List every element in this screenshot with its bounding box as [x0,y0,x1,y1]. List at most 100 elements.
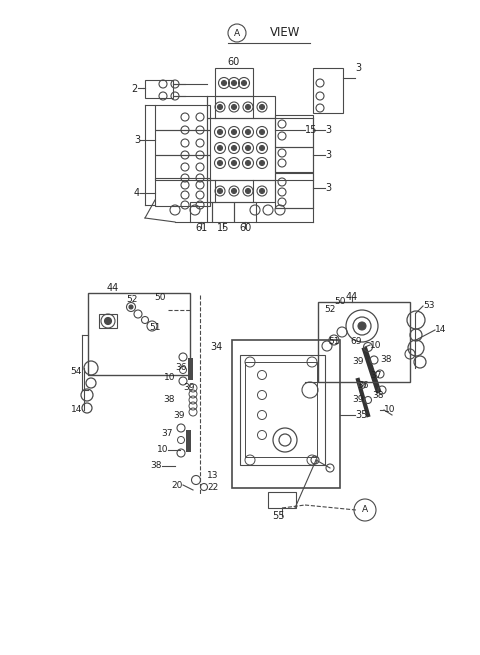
Circle shape [129,305,133,309]
Circle shape [231,145,237,151]
Text: 14: 14 [435,326,446,335]
Circle shape [217,130,223,134]
Bar [268,492,296,508]
Text: 38: 38 [380,356,392,364]
Circle shape [245,105,251,109]
Bar [275,173,313,208]
Circle shape [245,160,251,166]
Text: 36: 36 [176,364,187,373]
Text: 50: 50 [334,297,346,307]
Circle shape [260,130,264,134]
Bar [207,180,275,202]
Bar [275,115,313,147]
Circle shape [231,105,237,109]
Bar [190,202,212,222]
Bar [212,202,234,222]
Text: 10: 10 [370,341,382,350]
Text: 3: 3 [325,150,331,160]
Text: 60: 60 [228,57,240,67]
Circle shape [231,130,237,134]
Text: VIEW: VIEW [270,26,300,39]
Text: 20: 20 [172,481,183,489]
Text: 15: 15 [217,223,229,233]
Text: 14: 14 [71,405,82,415]
Circle shape [260,189,264,193]
Bar [318,302,410,382]
Bar [313,68,343,113]
Text: 39: 39 [352,358,363,367]
Bar [188,358,193,380]
Circle shape [217,145,223,151]
Bar [155,105,210,130]
Text: 3: 3 [355,63,361,73]
Bar [155,178,210,206]
Circle shape [217,189,223,193]
Text: 22: 22 [207,483,218,493]
Text: 53: 53 [423,301,434,310]
Circle shape [231,81,237,86]
Circle shape [231,160,237,166]
Text: 38: 38 [164,396,175,405]
Circle shape [241,81,247,86]
Text: 51: 51 [328,337,340,346]
Bar [99,314,117,328]
Text: 39: 39 [183,383,195,392]
Text: 3: 3 [325,125,331,135]
Bar [155,130,210,155]
Bar [245,362,317,457]
Bar [234,202,256,222]
Bar [240,355,325,465]
Circle shape [217,160,223,166]
Text: 34: 34 [211,342,223,352]
Text: 69: 69 [350,337,362,346]
Text: 15: 15 [305,125,317,135]
Circle shape [217,105,223,109]
Text: 54: 54 [71,367,82,375]
Text: 10: 10 [164,373,175,383]
Text: 51: 51 [149,324,160,333]
Bar [155,155,210,180]
Circle shape [105,318,111,324]
Text: 39: 39 [352,396,363,405]
Circle shape [358,322,366,330]
Circle shape [260,105,264,109]
Bar [145,80,173,98]
Text: A: A [362,506,368,514]
Text: 38: 38 [372,392,384,400]
Text: 55: 55 [272,511,285,521]
Circle shape [231,189,237,193]
Text: 3: 3 [134,135,140,145]
Text: 60: 60 [239,223,251,233]
Bar [207,118,275,180]
Text: 61: 61 [195,223,207,233]
Circle shape [245,130,251,134]
Bar [186,430,191,452]
Text: 35: 35 [355,410,367,420]
Text: 3: 3 [325,183,331,193]
Text: 39: 39 [173,411,185,421]
Text: 44: 44 [107,283,119,293]
Text: 10: 10 [156,445,168,455]
Circle shape [260,160,264,166]
Text: 4: 4 [134,188,140,198]
Circle shape [221,81,227,86]
Circle shape [245,189,251,193]
Text: 52: 52 [324,305,336,314]
Text: 52: 52 [126,295,137,305]
Text: 44: 44 [346,292,358,302]
Circle shape [260,145,264,151]
Bar [207,96,275,118]
Text: 50: 50 [154,293,166,303]
Text: 36: 36 [357,381,369,390]
Text: 37: 37 [370,371,382,379]
Bar [88,293,190,375]
Circle shape [245,145,251,151]
Text: A: A [234,29,240,37]
Text: 10: 10 [384,405,396,415]
Text: 38: 38 [151,462,162,470]
Text: 13: 13 [207,472,218,481]
Text: 37: 37 [161,430,173,438]
Bar [232,340,340,488]
Text: 2: 2 [132,84,138,94]
Bar [215,68,253,96]
